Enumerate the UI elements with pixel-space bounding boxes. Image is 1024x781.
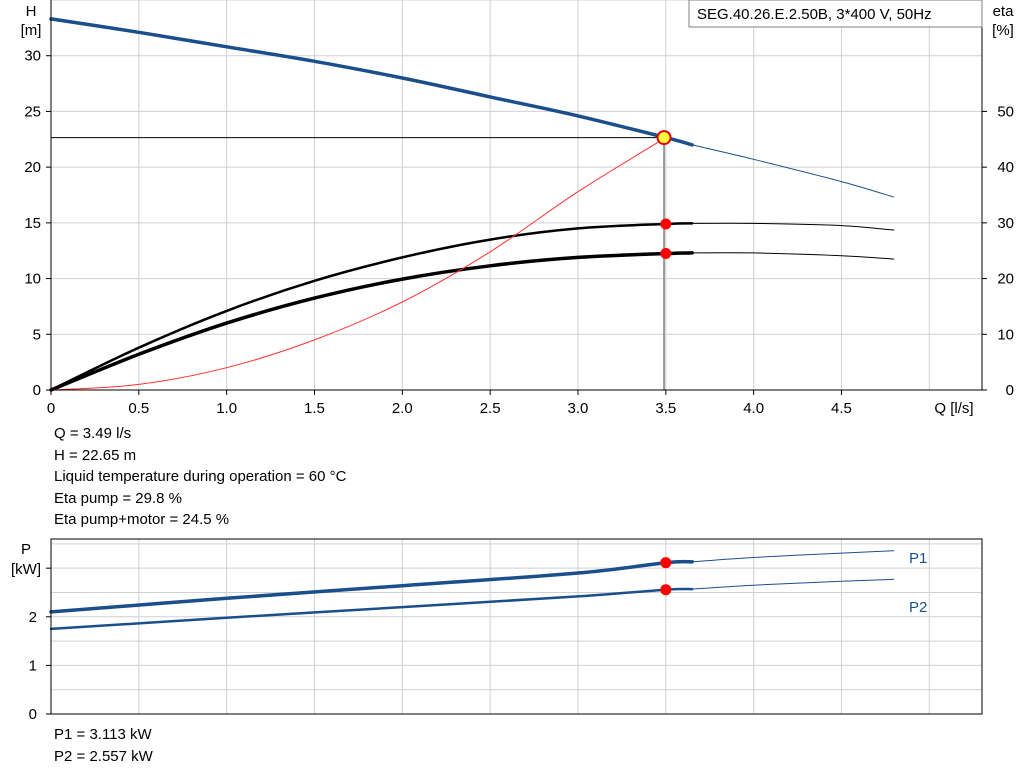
x-tick-label: 2.5	[480, 400, 501, 417]
y-left-tick-label: 25	[24, 103, 41, 120]
y-right-tick-label: 20	[997, 271, 1014, 288]
result-head: H = 22.65 m	[54, 446, 137, 464]
x-tick-label: 4.5	[831, 400, 852, 417]
operating-point-marker	[656, 130, 672, 146]
flow-axis-label: Q [l/s]	[934, 400, 973, 417]
series-label-p1: P1	[909, 550, 927, 567]
result-liquid-temperature: Liquid temperature during operation = 60…	[54, 468, 347, 485]
series-label-p2: P2	[909, 599, 927, 616]
head-curve-extension	[692, 144, 895, 198]
y-right-tick-label: 40	[997, 159, 1014, 176]
x-tick-label: 1.5	[304, 400, 325, 417]
eta_pump-curve	[49, 222, 694, 392]
power-axis-label-line2: [kW]	[11, 561, 41, 578]
power-tick-label: 2	[29, 609, 37, 626]
series-p2-marker	[660, 584, 672, 596]
head-curve	[49, 17, 694, 147]
chart-title: SEG.40.26.E.2.50B, 3*400 V, 50Hz	[697, 6, 932, 23]
operating-point-results: Q = 3.49 l/s H = 22.65 m Liquid temperat…	[54, 423, 346, 531]
y-right-tick-label: 10	[997, 326, 1014, 343]
chart-title-box	[688, 0, 983, 28]
head-efficiency-chart: 0 0.5 1.0 1.5 2.0 2.5 3.0 3.5 4.0 4.5 0 5 10 15 20 25 30…	[21, 0, 1015, 417]
series-p1-marker	[660, 557, 672, 569]
y-right-tick-label: 50	[997, 103, 1014, 120]
y-right-tick-label: 30	[997, 215, 1014, 232]
power-chart-series	[49, 550, 895, 631]
eta_pump-marker	[660, 218, 672, 230]
power-chart-grid	[51, 539, 982, 714]
head-axis-label-line1: H	[26, 3, 37, 20]
y-right-tick-label: 0	[1006, 382, 1014, 399]
eta-axis-label-line1: eta	[993, 3, 1015, 20]
result-p2: P2 = 2.557 kW	[54, 747, 153, 765]
y-left-tick-label: 10	[24, 271, 41, 288]
system-curve-line	[50, 137, 667, 391]
power-tick-label: 0	[29, 706, 37, 723]
x-tick-label: 2.0	[392, 400, 413, 417]
y-left-tick-label: 20	[24, 159, 41, 176]
y-left-tick-label: 5	[33, 326, 41, 343]
result-flow: Q = 3.49 l/s	[54, 425, 132, 442]
power-axis-label-line1: P	[21, 541, 31, 558]
series-p1-extension	[692, 550, 895, 563]
series-p1-line	[49, 559, 694, 614]
result-eta-pump: Eta pump = 29.8 %	[54, 489, 182, 507]
eta_pump_motor-curve	[49, 251, 694, 392]
eta_pump-curve-extension	[692, 222, 895, 231]
y-left-tick-label: 30	[24, 48, 41, 65]
head-chart-frame	[50, 0, 983, 391]
result-eta-pump-motor: Eta pump+motor = 24.5 %	[54, 511, 230, 528]
result-p1: P1 = 3.113 kW	[54, 726, 152, 743]
y-left-tick-label: 15	[24, 215, 41, 232]
power-chart-border	[50, 538, 983, 715]
power-chart: 0 1 2 P [kW] P1 P2	[11, 538, 983, 723]
x-tick-label: 1.0	[216, 400, 237, 417]
x-tick-label: 4.0	[743, 400, 764, 417]
x-tick-label: 3.0	[568, 400, 589, 417]
series-p2-line	[49, 587, 694, 631]
head-axis-label-line2: [m]	[21, 22, 42, 39]
head-chart-grid	[51, 0, 982, 390]
eta_pump_motor-curve-extension	[692, 252, 895, 260]
x-tick-label: 3.5	[655, 400, 676, 417]
power-tick-label: 1	[29, 657, 37, 674]
head-chart-series	[49, 17, 895, 392]
x-tick-label: 0	[47, 400, 55, 417]
y-left-tick-label: 0	[33, 382, 41, 399]
eta_pump_motor-marker	[660, 248, 672, 259]
x-tick-label: 0.5	[128, 400, 149, 417]
power-chart-ticks: 0 1 2	[29, 567, 51, 723]
eta-axis-label-line2: [%]	[992, 22, 1014, 39]
series-p2-extension	[692, 578, 895, 590]
power-chart-frame	[50, 538, 983, 715]
head-chart-ticks: 0 0.5 1.0 1.5 2.0 2.5 3.0 3.5 4.0 4.5 0 5 10 15 20 25 30…	[24, 48, 1014, 417]
power-results: P1 = 3.113 kW P2 = 2.557 kW	[54, 724, 153, 767]
